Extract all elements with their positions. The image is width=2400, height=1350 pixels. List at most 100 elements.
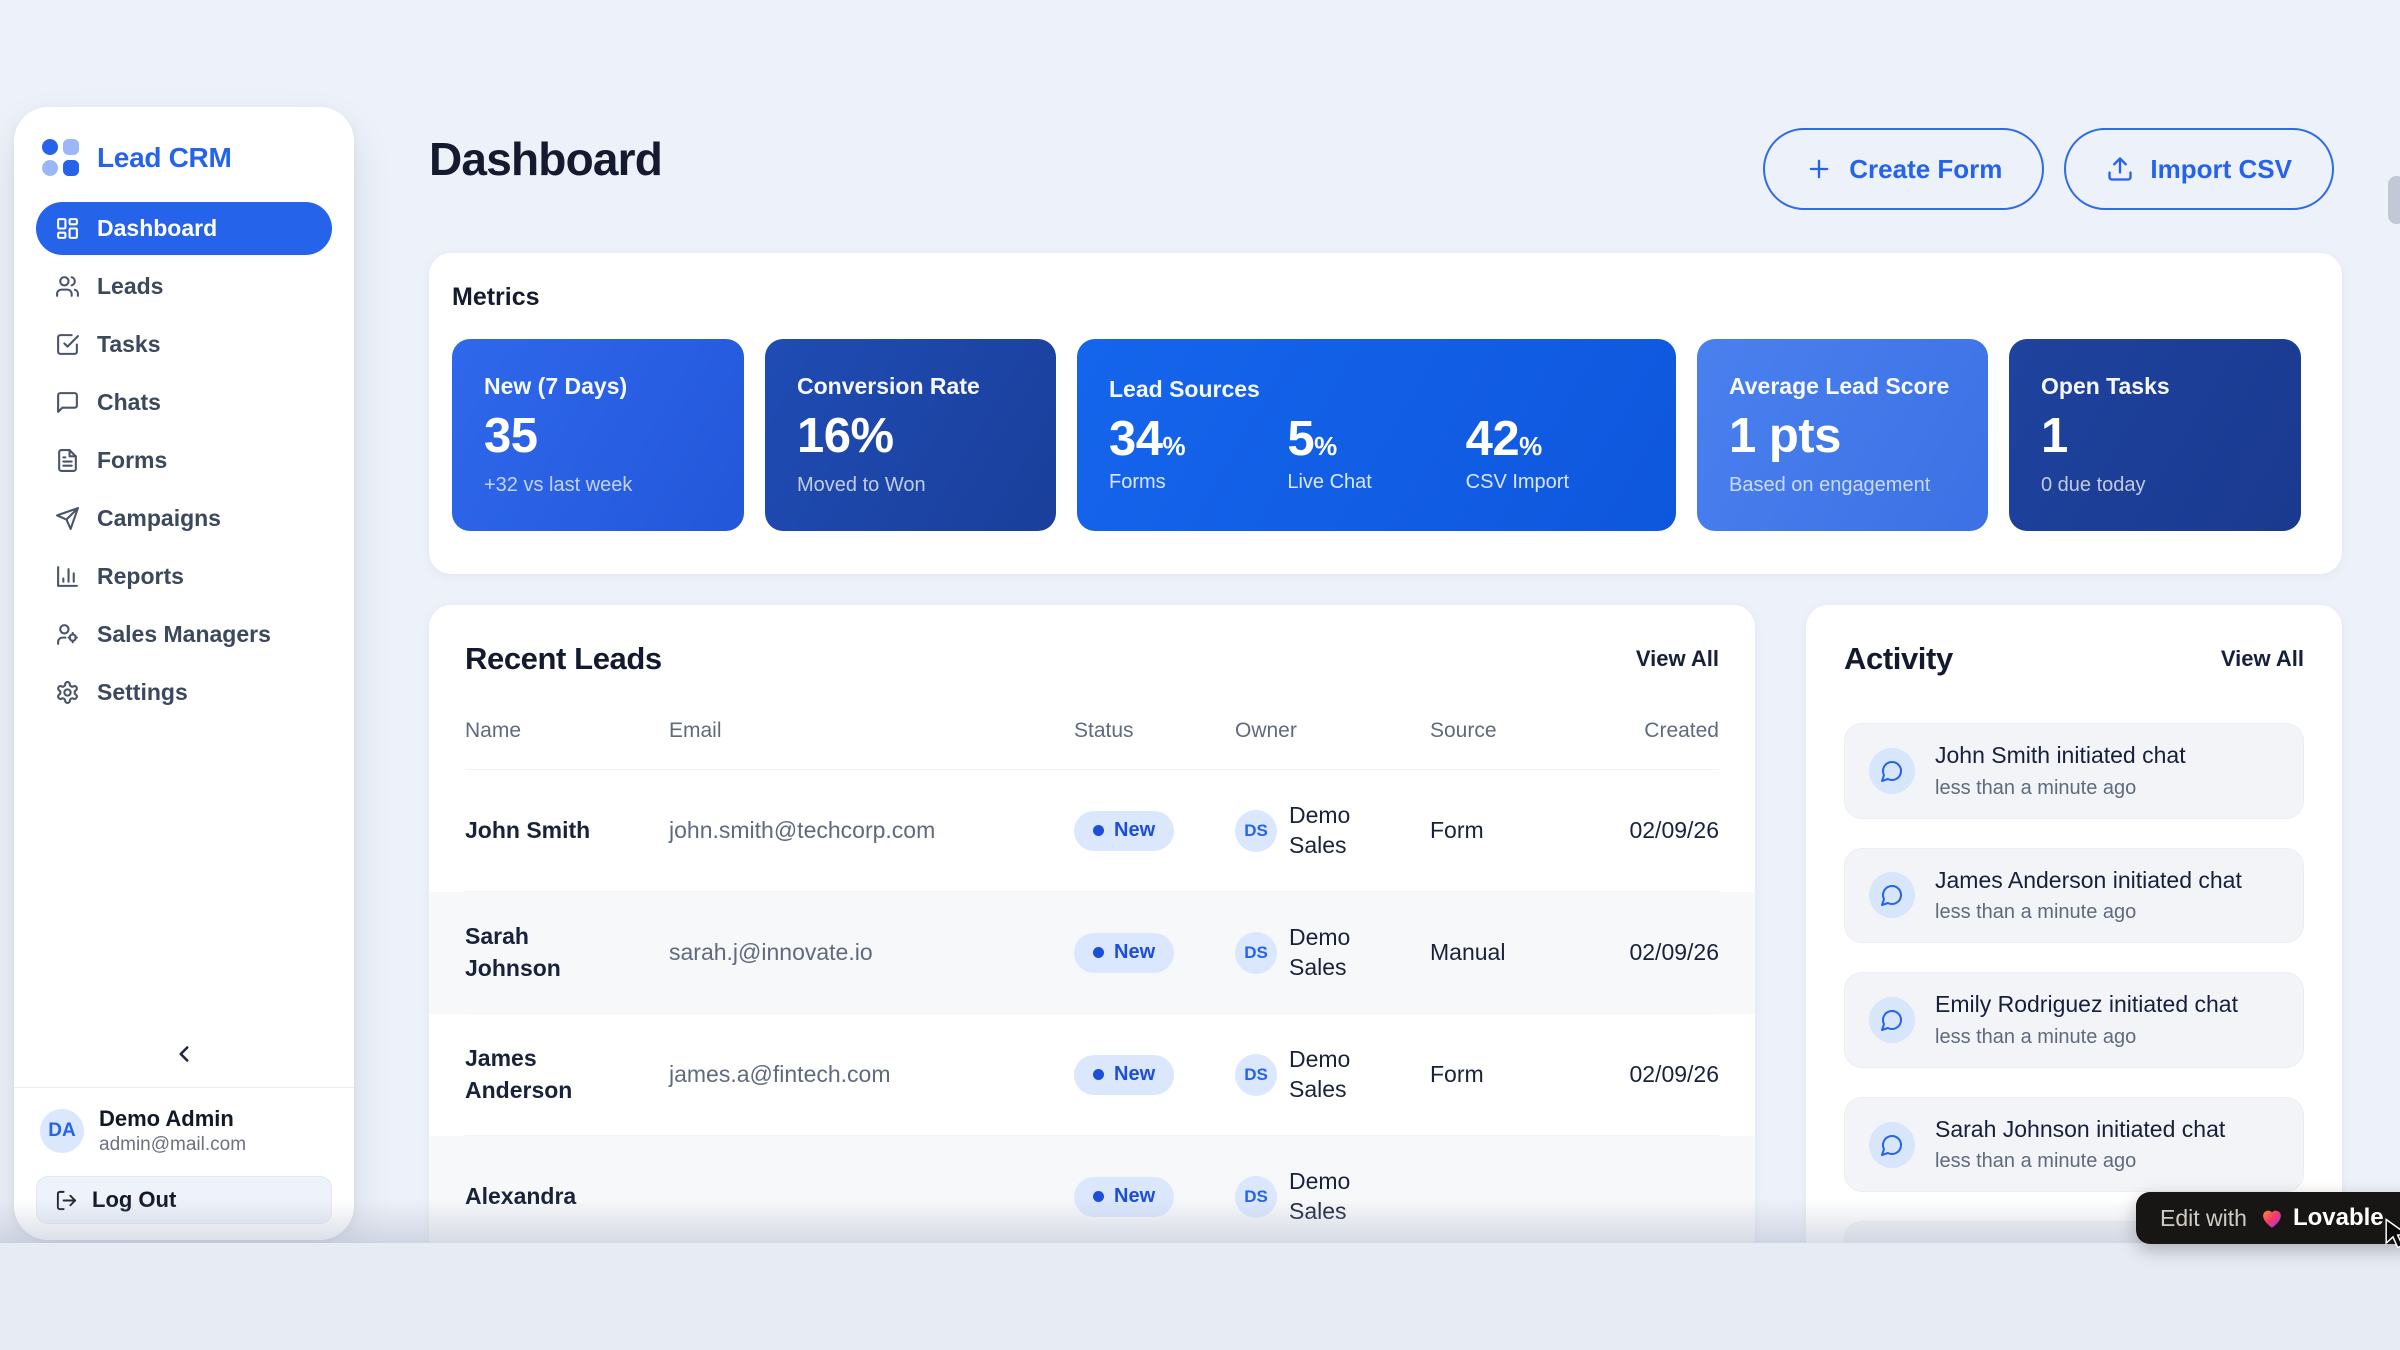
lead-table-row[interactable]: James Anderson james.a@fintech.com New D… xyxy=(465,1014,1719,1136)
lead-email: john.smith@techcorp.com xyxy=(669,817,936,843)
logout-label: Log Out xyxy=(92,1187,177,1212)
status-dot-icon xyxy=(1093,825,1104,836)
sidebar-item-chats[interactable]: Chats xyxy=(36,376,332,429)
user-profile[interactable]: DA Demo Admin admin@mail.com xyxy=(36,1088,332,1164)
sidebar-item-leads[interactable]: Leads xyxy=(36,260,332,313)
lead-table-row[interactable]: Alexandra New DS Demo Sales xyxy=(465,1136,1719,1243)
user-cog-icon xyxy=(55,622,80,647)
activity-item[interactable]: John Smith initiated chat less than a mi… xyxy=(1844,723,2304,819)
import-csv-button[interactable]: Import CSV xyxy=(2064,128,2334,210)
activity-time: less than a minute ago xyxy=(1935,1150,2137,1173)
leads-table-body: John Smith john.smith@techcorp.com New D… xyxy=(465,770,1719,1243)
status-label: New xyxy=(1114,1063,1156,1085)
upload-icon xyxy=(2106,155,2134,183)
lead-created: 02/09/26 xyxy=(1629,939,1719,965)
check-square-icon xyxy=(55,332,80,357)
logo-square xyxy=(42,160,58,176)
activity-item[interactable]: Sarah Johnson initiated chat less than a… xyxy=(1844,1096,2304,1193)
activity-text: Emily Rodriguez initiated chat xyxy=(1935,991,2238,1018)
status-dot-icon xyxy=(1093,1069,1104,1080)
activity-panel: Activity View All John Smith initiated c… xyxy=(1806,605,2342,1243)
logout-icon xyxy=(55,1189,78,1212)
sidebar-item-forms[interactable]: Forms xyxy=(36,434,332,487)
column-header-status: Status xyxy=(1074,719,1134,742)
user-email: admin@mail.com xyxy=(99,1134,247,1155)
owner-cell: DS Demo Sales xyxy=(1235,1167,1430,1227)
sidebar-item-settings[interactable]: Settings xyxy=(36,666,332,719)
activity-text: John Smith initiated chat xyxy=(1935,742,2186,768)
sidebar-item-dashboard[interactable]: Dashboard xyxy=(36,202,332,255)
metric-card-subtitle: +32 vs last week xyxy=(484,474,633,496)
sidebar: Lead CRM Dashboard Leads Tasks Chats For… xyxy=(14,107,354,1240)
activity-item[interactable]: Emily Rodriguez initiated chat less than… xyxy=(1844,972,2304,1068)
activity-view-all-link[interactable]: View All xyxy=(2220,646,2304,671)
stat-unit: % xyxy=(1162,431,1186,461)
header-actions: Create Form Import CSV xyxy=(1763,128,2334,210)
nav-item-label: Sales Managers xyxy=(97,621,271,647)
plus-icon xyxy=(1805,155,1833,183)
lead-crm-logo-icon xyxy=(42,139,79,176)
lead-table-row[interactable]: John Smith john.smith@techcorp.com New D… xyxy=(465,770,1719,892)
status-label: New xyxy=(1114,1185,1156,1207)
recent-leads-title: Recent Leads xyxy=(465,641,662,676)
logo-square xyxy=(63,160,79,176)
owner-avatar: DS xyxy=(1235,931,1277,974)
app-viewport: Lead CRM Dashboard Leads Tasks Chats For… xyxy=(0,107,2400,1243)
brand-name: Lead CRM xyxy=(97,141,232,173)
metric-card-subtitle: Moved to Won xyxy=(797,474,926,496)
page-title: Dashboard xyxy=(429,133,663,185)
metric-card-subtitle: 0 due today xyxy=(2041,474,2146,496)
canvas-below-page xyxy=(0,1243,2400,1350)
page-scrollbar-thumb[interactable] xyxy=(2388,176,2400,224)
metric-card: Conversion Rate 16% Moved to Won xyxy=(765,339,1056,531)
gear-icon xyxy=(55,680,80,705)
lead-name: Sarah Johnson xyxy=(465,923,561,981)
sidebar-item-campaigns[interactable]: Campaigns xyxy=(36,492,332,545)
owner-avatar: DS xyxy=(1235,809,1277,852)
message-square-icon xyxy=(55,390,80,415)
activity-item[interactable]: James Anderson initiated chat less than … xyxy=(1844,847,2304,944)
bar-chart-icon xyxy=(55,564,80,589)
owner-avatar: DS xyxy=(1235,1053,1277,1096)
recent-leads-view-all-link[interactable]: View All xyxy=(1635,646,1719,671)
status-label: New xyxy=(1114,941,1156,963)
metric-card: New (7 Days) 35 +32 vs last week xyxy=(452,339,744,531)
stat-unit: % xyxy=(1519,431,1542,461)
sidebar-collapse-button[interactable] xyxy=(36,1035,332,1079)
metric-card-value: 35 xyxy=(484,409,538,463)
recent-leads-panel: Recent Leads View All Name Email Status Own… xyxy=(429,605,1755,1243)
sidebar-nav: Dashboard Leads Tasks Chats Forms Campai… xyxy=(36,202,332,719)
recent-leads-header: Recent Leads View All xyxy=(465,641,1719,677)
metric-card-title: Conversion Rate xyxy=(797,373,980,399)
status-badge: New xyxy=(1074,1054,1175,1095)
sidebar-item-tasks[interactable]: Tasks xyxy=(36,318,332,371)
lovable-brand: Lovable xyxy=(2292,1204,2384,1231)
metric-card: Open Tasks 1 0 due today xyxy=(2009,339,2301,531)
stat-label: CSV Import xyxy=(1465,471,1570,493)
brand: Lead CRM xyxy=(36,131,332,202)
metric-cards: New (7 Days) 35 +32 vs last week Convers… xyxy=(452,339,2304,531)
lead-source: Form xyxy=(1430,1061,1484,1087)
lovable-badge[interactable]: Edit with Lovable xyxy=(2136,1192,2400,1244)
stat-label: Live Chat xyxy=(1287,471,1372,493)
status-label: New xyxy=(1114,819,1156,841)
owner-cell: DS Demo Sales xyxy=(1235,1045,1430,1105)
dashboard-icon xyxy=(55,216,80,241)
lead-name: Alexandra xyxy=(465,1182,577,1209)
create-form-button[interactable]: Create Form xyxy=(1763,128,2045,210)
logout-button[interactable]: Log Out xyxy=(36,1176,332,1224)
metric-card-title: New (7 Days) xyxy=(484,373,628,399)
users-icon xyxy=(55,274,80,299)
owner-cell: DS Demo Sales xyxy=(1235,801,1430,861)
sidebar-item-reports[interactable]: Reports xyxy=(36,550,332,603)
sidebar-item-sales-managers[interactable]: Sales Managers xyxy=(36,608,332,661)
logo-square xyxy=(63,139,79,155)
status-badge: New xyxy=(1074,1176,1175,1217)
lovable-prefix: Edit with xyxy=(2160,1204,2247,1231)
lead-table-row[interactable]: Sarah Johnson sarah.j@innovate.io New DS… xyxy=(465,892,1719,1014)
owner-name: Demo Sales xyxy=(1289,923,1351,980)
file-text-icon xyxy=(55,448,80,473)
stat-value: 34 xyxy=(1109,412,1163,466)
send-icon xyxy=(55,506,80,531)
lead-source: Form xyxy=(1430,817,1484,843)
